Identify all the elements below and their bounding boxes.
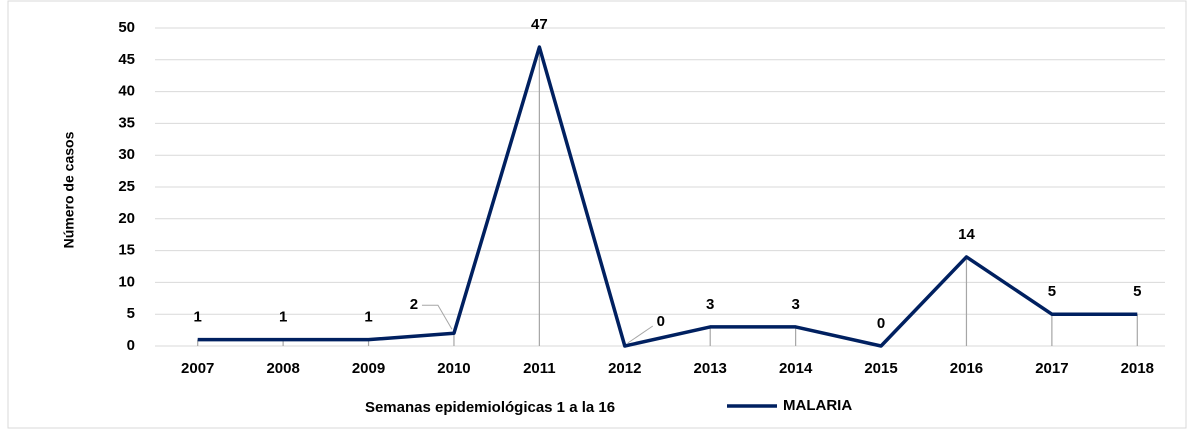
legend-label: MALARIA	[783, 397, 852, 414]
x-tick-label: 2015	[864, 360, 897, 377]
y-tick-label: 10	[118, 273, 135, 290]
x-tick-label: 2016	[950, 360, 983, 377]
x-tick-label: 2009	[352, 360, 385, 377]
data-label: 1	[194, 309, 202, 326]
x-axis-title: Semanas epidemiológicas 1 a la 16	[365, 399, 615, 416]
x-tick-label: 2018	[1121, 360, 1154, 377]
series-line	[197, 45, 1138, 348]
y-tick-label: 40	[118, 83, 135, 100]
leader-line	[421, 304, 453, 330]
data-label: 3	[706, 296, 714, 313]
data-label: 0	[877, 315, 885, 332]
x-tick-label: 2012	[608, 360, 641, 377]
x-tick-label: 2007	[181, 360, 214, 377]
chart-border	[7, 0, 1187, 429]
y-tick-label: 15	[118, 242, 135, 259]
data-label: 3	[791, 296, 799, 313]
x-tick-label: 2011	[523, 360, 556, 377]
x-tick-label: 2010	[437, 360, 470, 377]
data-label: 5	[1048, 283, 1056, 300]
data-label: 47	[531, 16, 548, 33]
x-tick-label: 2014	[779, 360, 813, 377]
y-tick-label: 25	[118, 178, 135, 195]
x-tick-label: 2013	[694, 360, 727, 377]
y-tick-label: 30	[118, 146, 135, 163]
y-tick-label: 5	[127, 305, 135, 322]
y-tick-label: 0	[127, 337, 135, 354]
y-tick-label: 45	[118, 51, 135, 68]
data-label: 5	[1133, 283, 1141, 300]
data-label: 1	[279, 309, 287, 326]
y-tick-label: 35	[118, 114, 135, 131]
y-tick-label: 50	[118, 19, 135, 36]
leader-line	[627, 325, 654, 344]
data-label: 14	[958, 226, 975, 243]
data-label: 1	[364, 309, 372, 326]
y-axis-title: Número de casos	[61, 131, 77, 248]
x-tick-label: 2008	[266, 360, 299, 377]
data-label: 0	[657, 313, 665, 330]
y-tick-label: 20	[118, 210, 135, 227]
data-label: 2	[410, 296, 418, 313]
x-tick-label: 2017	[1035, 360, 1068, 377]
